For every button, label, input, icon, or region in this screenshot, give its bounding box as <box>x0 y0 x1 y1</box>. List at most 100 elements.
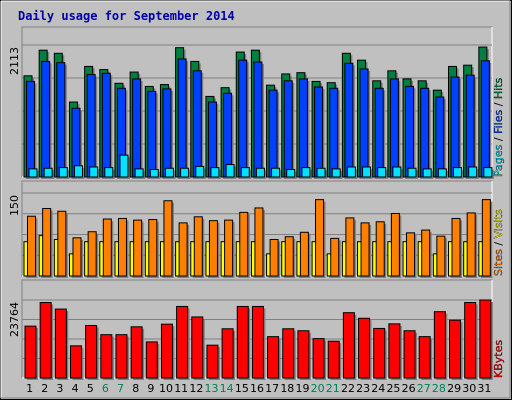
bar-files-day-23 <box>359 68 371 179</box>
bar-files-day-12 <box>192 70 204 179</box>
bar-pages-day-8 <box>134 168 146 179</box>
bar-sites-day-3 <box>57 210 68 278</box>
bar-files-day-26 <box>405 85 416 179</box>
bar-kbytes-day-30 <box>464 302 478 380</box>
bar-sites-day-21 <box>330 237 341 278</box>
panel-visits-sites: 150 Sites / Visits <box>8 180 505 278</box>
bar-sites-day-26 <box>406 232 417 278</box>
bar-pages-day-14 <box>225 164 237 179</box>
x-tick-label: 23 <box>356 382 370 395</box>
bar-kbytes-day-13 <box>206 344 220 380</box>
bar-pages-day-4 <box>73 165 85 179</box>
bar-pages-day-31 <box>483 167 494 179</box>
bar-sites-day-22 <box>345 217 356 278</box>
bar-sites-day-8 <box>133 219 144 278</box>
bar-pages-day-13 <box>210 167 221 179</box>
bar-sites-day-11 <box>178 222 190 278</box>
y-max-label: 2113 <box>8 47 21 75</box>
bar-files-day-24 <box>374 87 386 179</box>
bar-sites-day-29 <box>451 217 463 278</box>
bar-kbytes-day-31 <box>479 299 493 380</box>
x-tick-label: 2 <box>41 382 48 395</box>
bar-sites-day-12 <box>193 216 205 278</box>
x-tick-label: 28 <box>432 382 446 395</box>
x-tick-label: 27 <box>417 382 431 395</box>
bar-files-day-30 <box>465 74 477 179</box>
bar-files-day-8 <box>132 78 143 179</box>
x-tick-label: 4 <box>72 382 79 395</box>
x-tick-label: 6 <box>102 382 109 395</box>
legend-kbytes: KBytes <box>492 340 505 378</box>
bar-files-day-18 <box>283 80 295 179</box>
bar-pages-day-30 <box>468 166 479 179</box>
bar-kbytes-day-7 <box>115 334 129 380</box>
legend-kbytes: KBytes <box>492 340 505 378</box>
bar-sites-day-2 <box>42 207 53 278</box>
bar-files-day-27 <box>420 87 431 179</box>
bar-kbytes-day-15 <box>236 305 251 380</box>
x-tick-label: 14 <box>220 382 234 395</box>
x-tick-label: 26 <box>402 382 416 395</box>
x-tick-label: 31 <box>477 382 491 395</box>
bar-files-day-20 <box>314 86 325 179</box>
bar-files-day-3 <box>56 62 67 179</box>
bar-sites-day-7 <box>117 217 129 278</box>
x-tick-label: 15 <box>235 382 249 395</box>
bar-kbytes-day-20 <box>312 338 327 380</box>
bar-kbytes-day-21 <box>327 340 342 380</box>
bar-pages-day-7 <box>119 154 130 179</box>
bar-kbytes-day-22 <box>342 312 357 380</box>
bar-sites-day-31 <box>481 199 493 278</box>
bar-pages-day-12 <box>195 165 206 179</box>
bar-kbytes-day-26 <box>403 330 418 380</box>
x-tick-label: 20 <box>311 382 325 395</box>
bar-sites-day-14 <box>224 219 235 278</box>
bar-pages-day-18 <box>286 169 297 179</box>
bar-files-day-5 <box>86 74 98 179</box>
legend-separator: / <box>492 99 505 110</box>
x-tick-label: 12 <box>189 382 203 395</box>
x-tick-label: 24 <box>371 382 385 395</box>
x-tick-label: 25 <box>386 382 400 395</box>
x-tick-label: 7 <box>117 382 124 395</box>
bar-sites-day-4 <box>72 237 83 278</box>
legend-hits-files-pages: Pages / Files / Hits <box>492 77 505 177</box>
bar-pages-day-27 <box>422 168 434 179</box>
x-tick-label: 8 <box>132 382 139 395</box>
bar-sites-day-6 <box>102 218 114 278</box>
bar-sites-day-18 <box>284 236 296 278</box>
bar-sites-day-17 <box>269 238 281 278</box>
bar-pages-day-15 <box>240 167 252 179</box>
bar-kbytes-day-28 <box>433 311 448 380</box>
bar-files-day-22 <box>344 62 355 179</box>
bar-kbytes-day-29 <box>449 319 463 380</box>
bar-pages-day-5 <box>89 166 100 179</box>
bar-sites-day-5 <box>87 231 99 278</box>
legend-sites: Sites <box>492 249 505 276</box>
x-tick-label: 21 <box>326 382 340 395</box>
bar-kbytes-day-10 <box>160 323 175 380</box>
y-max-label: 150 <box>8 195 21 216</box>
x-tick-label: 3 <box>56 382 63 395</box>
x-tick-label: 10 <box>159 382 173 395</box>
bar-pages-day-23 <box>362 166 373 179</box>
bar-files-day-11 <box>177 58 189 179</box>
bar-files-day-28 <box>435 96 446 179</box>
bar-sites-day-19 <box>299 231 311 278</box>
bar-kbytes-day-14 <box>221 328 236 380</box>
bar-files-day-21 <box>329 87 340 179</box>
bar-pages-day-25 <box>392 166 403 179</box>
bar-sites-day-1 <box>27 215 38 278</box>
bar-files-day-2 <box>41 60 52 180</box>
chart-title: Daily usage for September 2014 <box>18 9 235 23</box>
bar-kbytes-day-16 <box>251 305 266 380</box>
x-tick-label: 13 <box>205 382 219 395</box>
bar-pages-day-11 <box>180 167 191 179</box>
bar-sites-day-13 <box>208 220 220 278</box>
legend-visits: Visits <box>492 209 505 238</box>
bar-pages-day-19 <box>301 167 312 179</box>
bar-sites-day-24 <box>375 221 387 278</box>
bar-kbytes-day-2 <box>39 302 54 380</box>
